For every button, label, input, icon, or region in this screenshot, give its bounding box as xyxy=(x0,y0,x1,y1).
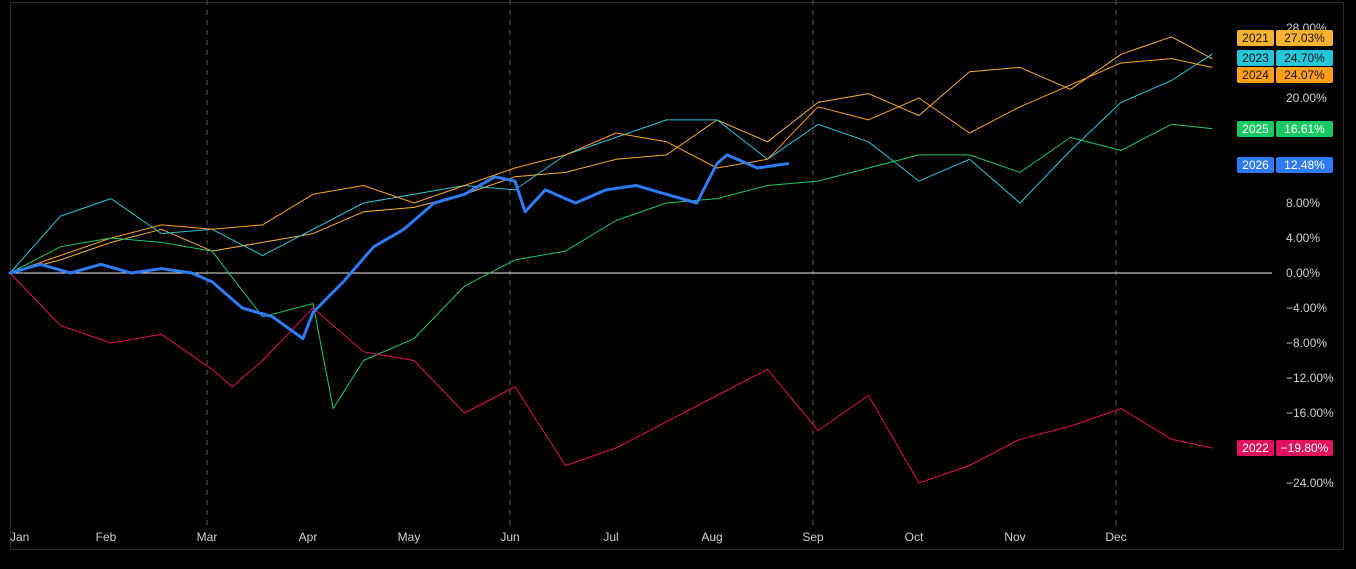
y-tick-label: 0.00% xyxy=(1286,266,1320,280)
x-tick-label-jun: Jun xyxy=(500,530,519,544)
x-tick-label-may: May xyxy=(398,530,421,544)
y-tick-label: 8.00% xyxy=(1286,196,1320,210)
y-axis-ticks: 28.00%20.00%16.00%8.00%4.00%0.00%−4.00%−… xyxy=(1286,21,1334,490)
x-tick-label-feb: Feb xyxy=(96,530,117,544)
x-tick-label-sep: Sep xyxy=(802,530,824,544)
badge-year-bg xyxy=(1237,157,1274,173)
x-axis-ticks: Jan Feb Mar Apr May Jun Jul Aug Sep Oct Nov Dec xyxy=(10,530,1127,544)
badge-year-text: 2022 xyxy=(1242,441,1269,455)
legend-badge-2021: 2021 27.03% xyxy=(1237,30,1333,46)
x-tick-label-mar: Mar xyxy=(197,530,218,544)
legend-badge-2026: 2026 12.48% xyxy=(1237,157,1333,173)
badge-year-text: 2025 xyxy=(1242,122,1269,136)
legend-badge-2023: 2023 24.70% xyxy=(1237,50,1333,66)
badge-value-bg xyxy=(1276,121,1333,137)
badge-value-text: 24.70% xyxy=(1284,51,1325,65)
badge-year-bg xyxy=(1237,67,1274,83)
y-tick-label: −12.00% xyxy=(1286,371,1334,385)
x-tick-label-oct: Oct xyxy=(905,530,924,544)
badge-value-text: 16.61% xyxy=(1284,122,1325,136)
legend-badge-2025: 2025 16.61% xyxy=(1237,121,1333,137)
badge-value-text: 27.03% xyxy=(1284,31,1325,45)
badge-year-bg xyxy=(1237,30,1274,46)
x-tick-label-apr: Apr xyxy=(299,530,318,544)
badge-value-bg xyxy=(1276,67,1333,83)
x-tick-label-aug: Aug xyxy=(701,530,722,544)
badge-year-bg xyxy=(1237,50,1274,66)
y-tick-label: −24.00% xyxy=(1286,476,1334,490)
badge-value-bg xyxy=(1276,30,1333,46)
badge-year-text: 2021 xyxy=(1242,31,1269,45)
y-tick-label: −8.00% xyxy=(1286,336,1327,350)
badge-year-text: 2023 xyxy=(1242,51,1269,65)
x-tick-label-jan: Jan xyxy=(10,530,29,544)
badge-year-text: 2024 xyxy=(1242,68,1269,82)
badge-value-text: 12.48% xyxy=(1284,158,1325,172)
x-tick-label-nov: Nov xyxy=(1004,530,1025,544)
badge-value-text: −19.80% xyxy=(1281,441,1329,455)
legend-badge-2022: 2022 −19.80% xyxy=(1237,440,1333,456)
legend-badge-2024: 2024 24.07% xyxy=(1237,67,1333,83)
series-line-2023 xyxy=(9,53,1213,274)
series-line-2024 xyxy=(9,58,1213,274)
badge-value-text: 24.07% xyxy=(1284,68,1325,82)
badge-year-text: 2026 xyxy=(1242,158,1269,172)
x-tick-label-dec: Dec xyxy=(1105,530,1126,544)
y-tick-label: −4.00% xyxy=(1286,301,1327,315)
grid-layer xyxy=(206,0,1117,529)
y-tick-label: 20.00% xyxy=(1286,91,1327,105)
chart-frame xyxy=(10,2,1344,550)
badge-year-bg xyxy=(1237,121,1274,137)
y-tick-label: −16.00% xyxy=(1286,406,1334,420)
badge-value-bg xyxy=(1276,157,1333,173)
badge-value-bg xyxy=(1276,440,1333,456)
series-line-2026 xyxy=(8,153,790,341)
badge-year-bg xyxy=(1237,440,1274,456)
y-tick-label: 4.00% xyxy=(1286,231,1320,245)
badge-value-bg xyxy=(1276,50,1333,66)
series-line-2021 xyxy=(9,36,1213,274)
x-tick-label-jul: Jul xyxy=(603,530,618,544)
series-line-2022 xyxy=(9,272,1213,484)
legend-badges: 2021 27.03% 2023 24.70% 2024 24.07% 2025 16.61%… xyxy=(1237,30,1333,456)
series-line-2025 xyxy=(9,123,1213,410)
series-layer xyxy=(8,36,1213,484)
